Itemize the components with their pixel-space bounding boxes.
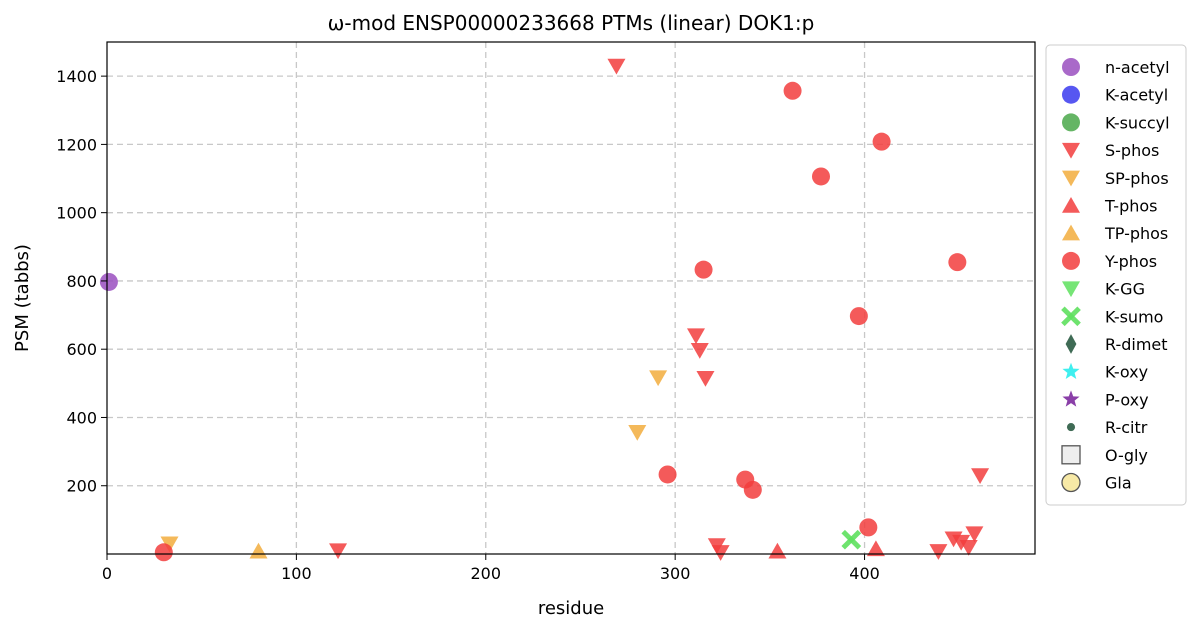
y-tick-label: 400 <box>66 408 97 427</box>
y-tick-label: 1000 <box>56 204 97 223</box>
legend-marker-T-phos <box>1062 196 1080 213</box>
data-point-S-phos <box>686 328 705 345</box>
legend-label: K-GG <box>1105 280 1145 299</box>
data-point-Y-phos <box>694 260 713 279</box>
legend-label: R-citr <box>1105 418 1148 437</box>
legend-label: K-acetyl <box>1105 86 1168 105</box>
legend-label: K-sumo <box>1105 307 1163 326</box>
data-point-S-phos <box>929 544 948 560</box>
data-point-S-phos <box>965 526 984 543</box>
legend-marker-K-succyl <box>1062 113 1080 132</box>
x-tick-label: 100 <box>281 564 312 583</box>
legend-marker-Gla <box>1061 472 1081 493</box>
legend-label: P-oxy <box>1105 390 1149 409</box>
data-point-T-phos <box>866 540 885 557</box>
data-point-S-phos <box>329 543 348 560</box>
data-point-Y-phos <box>948 253 967 272</box>
data-point-S-phos <box>696 371 715 387</box>
data-point-S-phos <box>711 545 730 561</box>
y-tick-label: 800 <box>66 272 97 291</box>
legend-marker-TP-phos <box>1062 224 1080 241</box>
axis-ticks: 0 100 200 300 400 200 400 600 800 1000 1200 1400 <box>56 67 880 583</box>
data-point-K-sumo <box>841 529 862 550</box>
data-point-S-phos <box>959 539 978 556</box>
legend-marker-K-oxy <box>1062 362 1080 379</box>
data-point-SP-phos <box>628 424 647 441</box>
y-tick-label: 200 <box>66 477 97 496</box>
x-tick-label: 400 <box>849 564 880 583</box>
legend: n-acetyl K-acetyl K-succyl S-phos SP-phos T-p… <box>1045 44 1187 506</box>
legend-marker-S-phos <box>1062 142 1080 159</box>
y-axis-label: PSM (tabbs) <box>12 244 33 352</box>
legend-marker-SP-phos <box>1062 170 1080 187</box>
legend-box <box>1045 44 1187 506</box>
data-point-S-phos <box>971 468 990 485</box>
legend-label: TP-phos <box>1104 224 1168 243</box>
legend-marker-K-acetyl <box>1062 85 1080 104</box>
data-point-Y-phos <box>859 518 878 537</box>
data-point-S-phos <box>952 534 971 551</box>
data-point-Y-phos <box>811 167 830 186</box>
legend-marker-R-citr <box>1066 423 1076 432</box>
legend-label: Y-phos <box>1104 252 1157 271</box>
data-point-n-acetyl <box>99 272 118 291</box>
legend-marker-O-gly <box>1061 445 1081 465</box>
data-point-Y-phos <box>743 480 762 499</box>
legend-label: n-acetyl <box>1105 58 1170 77</box>
data-point-Y-phos <box>154 543 173 562</box>
x-tick-label: 300 <box>660 564 691 583</box>
data-point-Y-phos <box>849 307 868 326</box>
data-point-Y-phos <box>783 81 802 100</box>
x-tick-label: 200 <box>471 564 502 583</box>
x-tick-label: 0 <box>102 564 112 583</box>
y-tick-label: 1200 <box>56 135 97 154</box>
legend-marker-Y-phos <box>1062 251 1080 270</box>
data-point-Y-phos <box>658 465 677 484</box>
chart-title: ω-mod ENSP00000233668 PTMs (linear) DOK1… <box>328 11 815 35</box>
legend-marker-R-dimet <box>1065 334 1077 354</box>
legend-marker-P-oxy <box>1062 390 1080 407</box>
data-point-S-phos <box>607 58 626 75</box>
plot-frame <box>106 41 1036 555</box>
data-point-SP-phos <box>649 370 668 387</box>
legend-label: K-succyl <box>1105 113 1170 132</box>
data-point-S-phos <box>690 343 709 359</box>
legend-marker-K-sumo <box>1061 306 1081 327</box>
legend-label: SP-phos <box>1105 169 1169 188</box>
data-points <box>99 58 990 562</box>
legend-marker-n-acetyl <box>1062 58 1080 76</box>
legend-marker-K-GG <box>1062 281 1080 298</box>
data-point-SP-phos <box>160 536 179 553</box>
legend-label: O-gly <box>1105 446 1148 465</box>
y-tick-label: 600 <box>66 340 97 359</box>
legend-label: K-oxy <box>1105 363 1148 382</box>
x-axis-label: residue <box>538 598 604 619</box>
data-point-Y-phos <box>872 132 891 151</box>
legend-label: S-phos <box>1105 141 1159 160</box>
legend-label: T-phos <box>1104 197 1158 216</box>
legend-label: R-dimet <box>1105 335 1168 354</box>
y-tick-label: 1400 <box>56 67 97 86</box>
legend-label: Gla <box>1105 474 1132 493</box>
